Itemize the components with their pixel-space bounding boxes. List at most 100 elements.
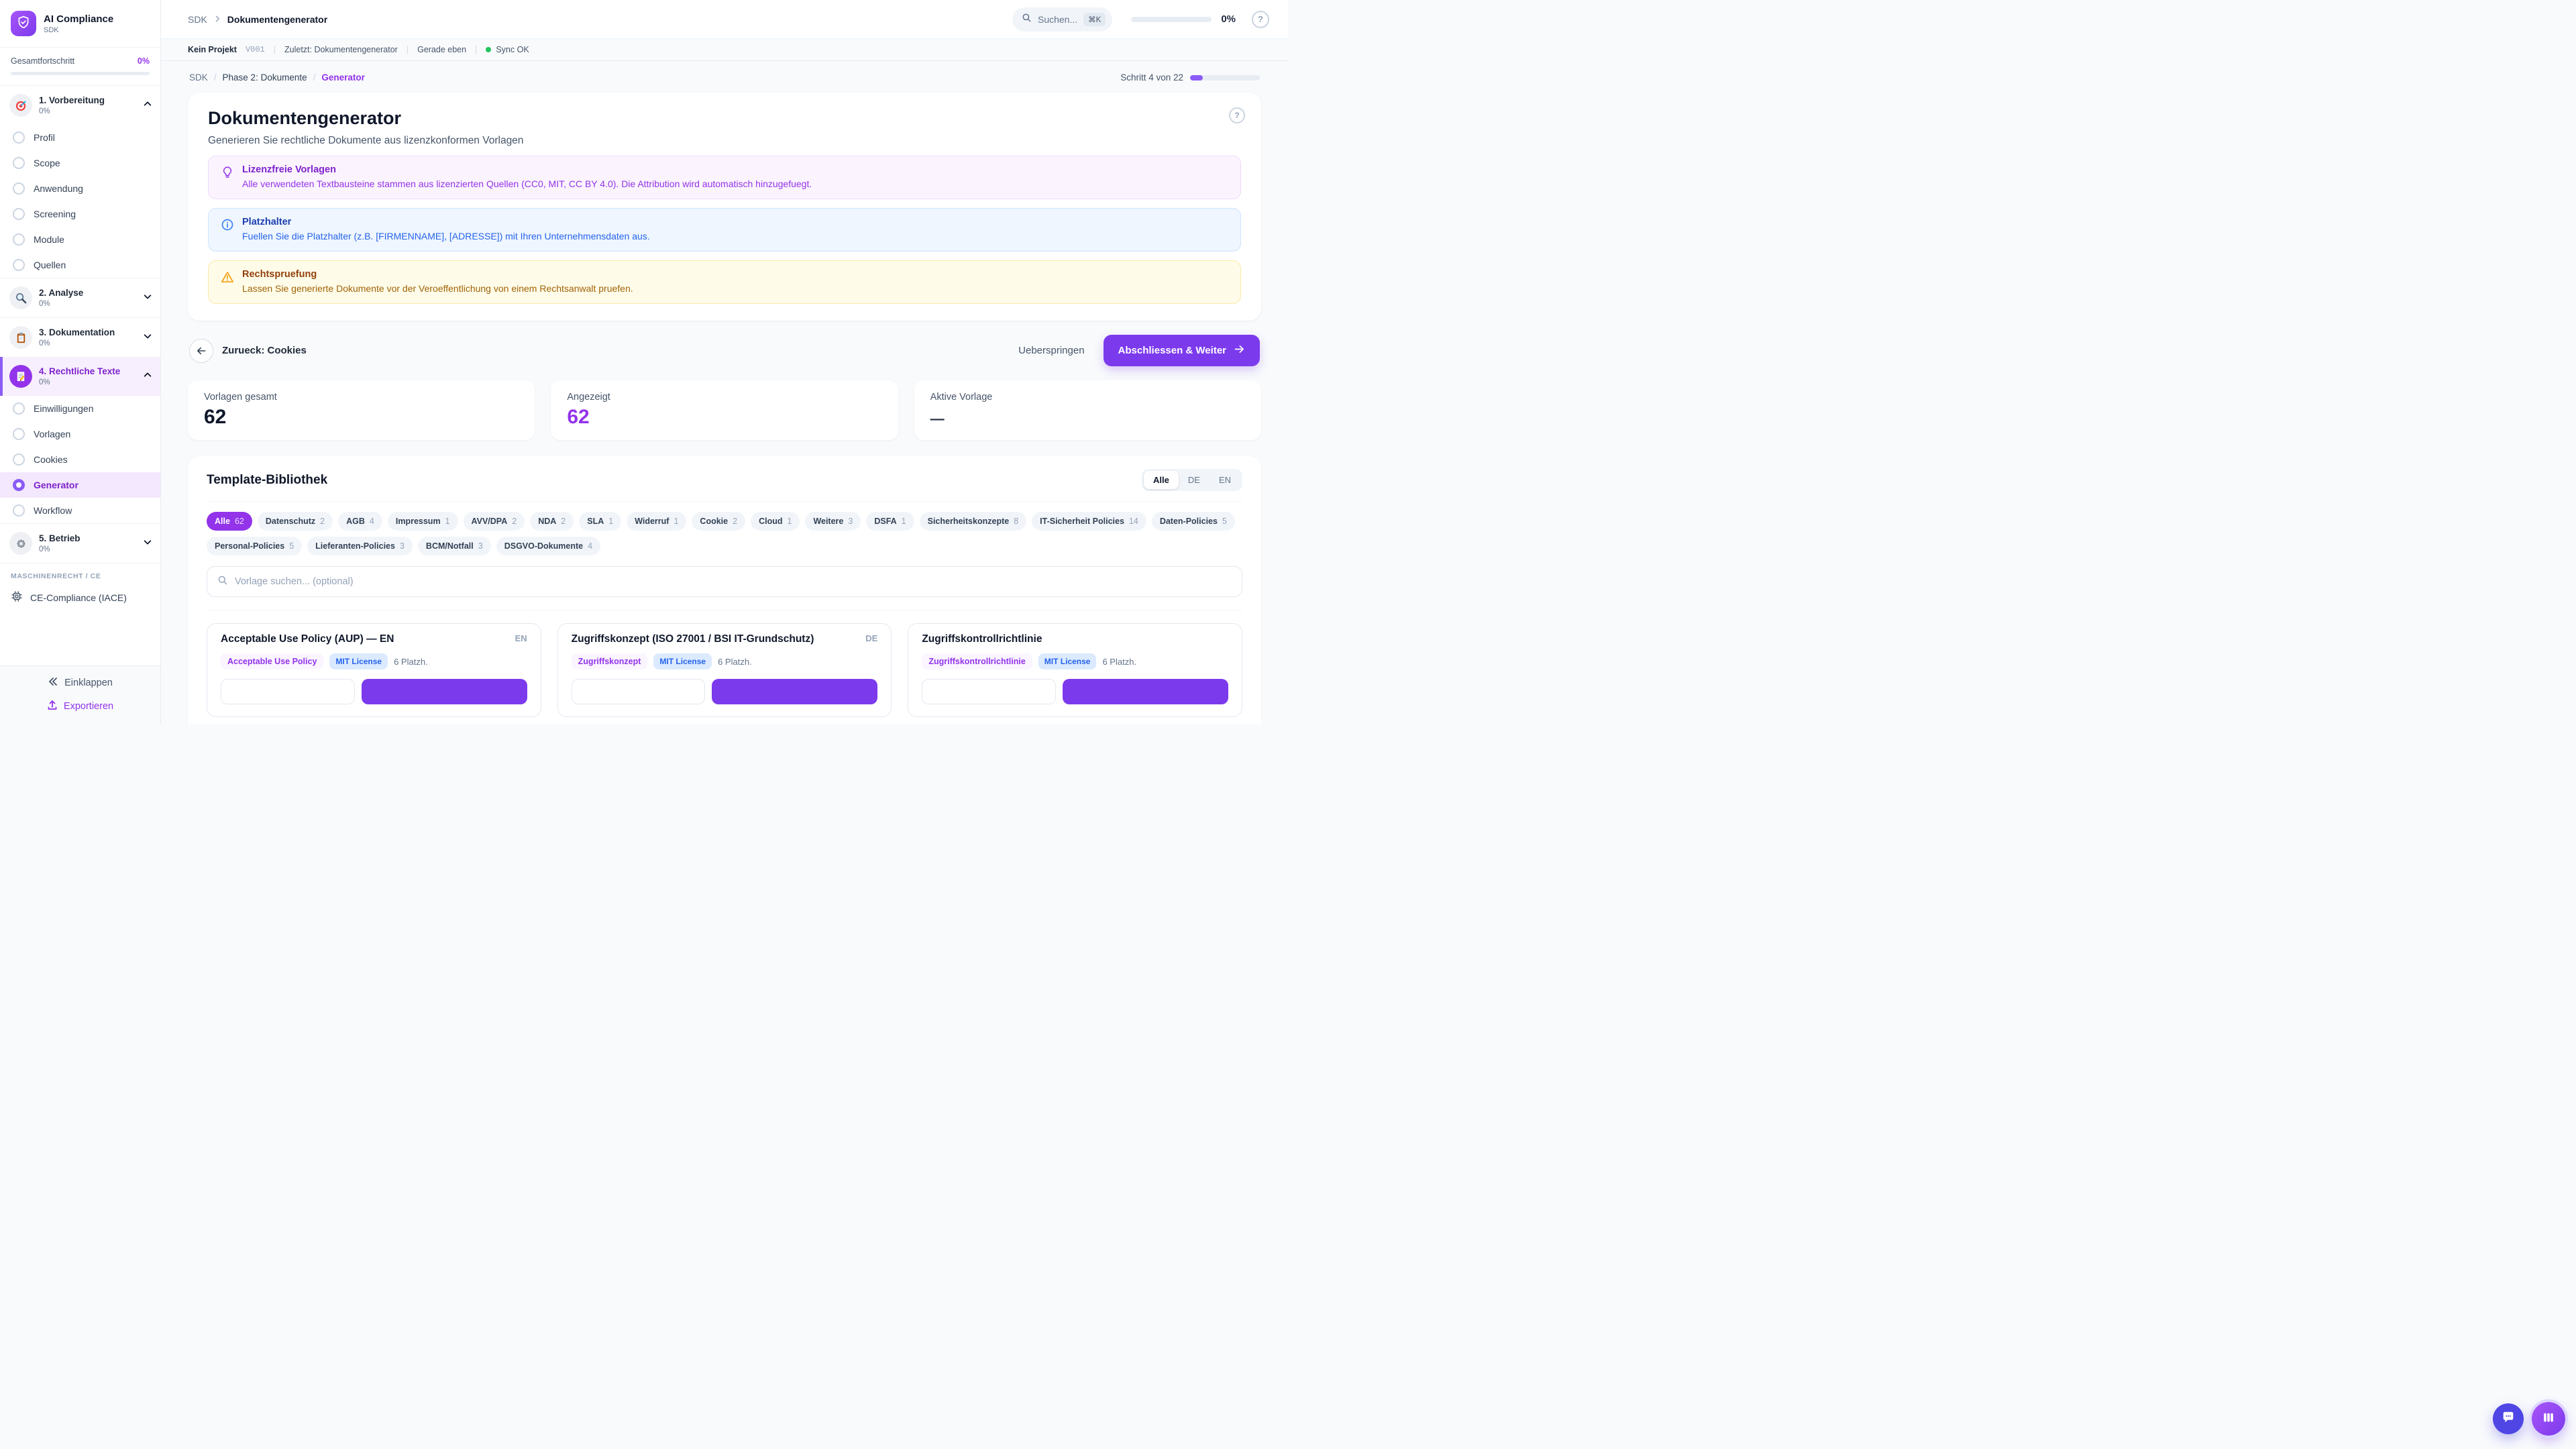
filter-chip-nda[interactable]: NDA 2 <box>530 512 574 531</box>
sidebar-item-workflow[interactable]: Workflow <box>0 498 160 523</box>
filter-chip-weitere[interactable]: Weitere 3 <box>805 512 861 531</box>
filter-chip-lieferanten-policies[interactable]: Lieferanten-Policies 3 <box>307 537 413 555</box>
sidebar-item-profil[interactable]: Profil <box>0 125 160 150</box>
filter-chip-it-sicherheit-policies[interactable]: IT-Sicherheit Policies 14 <box>1032 512 1146 531</box>
skip-button[interactable]: Ueberspringen <box>1018 345 1085 356</box>
page-header-card: Dokumentengenerator Generieren Sie recht… <box>188 93 1261 321</box>
template-use-button[interactable] <box>361 679 527 704</box>
sidebar-item-module[interactable]: Module <box>0 227 160 252</box>
overall-progress-value: 0% <box>137 56 150 66</box>
sidebar-section-analyse[interactable]: 2. Analyse 0% <box>0 278 160 317</box>
info-box-placeholder: Platzhalter Fuellen Sie die Platzhalter … <box>208 208 1241 252</box>
section-title: 5. Betrieb <box>39 533 80 543</box>
sidebar-item-anwendung[interactable]: Anwendung <box>0 176 160 201</box>
sidebar-item-scope[interactable]: Scope <box>0 150 160 176</box>
version-badge: V001 <box>245 45 265 54</box>
radio-icon <box>13 131 25 144</box>
section-pct: 0% <box>39 545 50 553</box>
template-use-button[interactable] <box>712 679 878 704</box>
app-identity: AI Compliance SDK <box>44 13 113 34</box>
template-title: Acceptable Use Policy (AUP) — EN <box>221 633 394 645</box>
divider <box>274 45 276 54</box>
chevron-down-icon <box>143 331 152 344</box>
finish-continue-button[interactable]: Abschliessen & Weiter <box>1103 335 1260 366</box>
sidebar-item-vorlagen[interactable]: Vorlagen <box>0 421 160 447</box>
filter-chip-personal-policies[interactable]: Personal-Policies 5 <box>207 537 303 555</box>
sidebar-item-ce-compliance[interactable]: CE-Compliance (IACE) <box>0 584 160 612</box>
sidebar-item-einwilligungen[interactable]: Einwilligungen <box>0 396 160 421</box>
filter-chip-sla[interactable]: SLA 1 <box>579 512 622 531</box>
filter-chip-impressum[interactable]: Impressum 1 <box>387 512 458 531</box>
panel-toggle-fab-button[interactable] <box>2532 1402 2565 1436</box>
breadcrumb-sdk[interactable]: SDK <box>189 72 208 83</box>
filter-chip-dsgvo-dokumente[interactable]: DSGVO-Dokumente 4 <box>496 537 601 555</box>
sidebar-item-cookies[interactable]: Cookies <box>0 447 160 472</box>
filter-chip-daten-policies[interactable]: Daten-Policies 5 <box>1151 512 1235 531</box>
filter-chip-alle[interactable]: Alle 62 <box>207 512 252 531</box>
help-button[interactable]: ? <box>1229 107 1245 123</box>
filter-chips-row-2: Personal-Policies 5 Lieferanten-Policies 3… <box>207 537 1242 555</box>
template-card-zugriffskontrollrichtlinie[interactable]: Zugriffskontrollrichtlinie Zugriffskontr… <box>908 623 1242 717</box>
filter-chip-cookie[interactable]: Cookie 2 <box>692 512 746 531</box>
back-button[interactable]: Zurueck: Cookies <box>189 338 307 363</box>
sidebar-item-quellen[interactable]: Quellen <box>0 252 160 278</box>
sidebar-section-betrieb[interactable]: 5. Betrieb 0% <box>0 524 160 563</box>
filter-chip-sicherheitskonzepte[interactable]: Sicherheitskonzepte 8 <box>919 512 1027 531</box>
library-title: Template-Bibliothek <box>207 472 328 487</box>
content-scroll-area[interactable]: SDK Phase 2: Dokumente Generator Schritt… <box>161 61 1288 724</box>
filter-chip-widerruf[interactable]: Widerruf 1 <box>627 512 687 531</box>
app-root: AI Compliance SDK Gesamtfortschritt 0% 1… <box>0 0 1288 724</box>
tab-de[interactable]: DE <box>1187 475 1200 485</box>
tab-alle[interactable]: Alle <box>1144 471 1179 489</box>
overall-progress-bar <box>11 72 150 75</box>
template-card-zugriffskonzept[interactable]: Zugriffskonzept (ISO 27001 / BSI IT-Grun… <box>557 623 892 717</box>
filter-chip-avv-dpa[interactable]: AVV/DPA 2 <box>463 512 525 531</box>
category-tag: Acceptable Use Policy <box>221 653 324 669</box>
filter-chip-dsfa[interactable]: DSFA 1 <box>866 512 914 531</box>
info-box-title: Platzhalter <box>242 217 292 227</box>
help-button[interactable]: ? <box>1252 10 1269 28</box>
tab-en[interactable]: EN <box>1218 475 1231 485</box>
divider <box>0 563 160 564</box>
template-card-aup[interactable]: Acceptable Use Policy (AUP) — EN EN Acce… <box>207 623 541 717</box>
template-preview-button[interactable] <box>922 679 1056 704</box>
breadcrumb-root[interactable]: SDK <box>188 13 207 25</box>
filter-chip-bcm-notfall[interactable]: BCM/Notfall 3 <box>417 537 491 555</box>
info-box-title: Rechtspruefung <box>242 269 317 280</box>
sidebar-item-generator[interactable]: Generator <box>0 472 160 498</box>
app-title: AI Compliance <box>44 13 114 25</box>
info-box-text: Fuellen Sie die Platzhalter (z.B. [FIRME… <box>242 231 650 241</box>
radio-icon <box>13 182 25 195</box>
sidebar-section-dokumentation[interactable]: 3. Dokumentation 0% <box>0 318 160 357</box>
global-search-button[interactable]: Suchen... ⌘K <box>1012 7 1113 32</box>
info-circle-icon <box>221 218 234 235</box>
app-logo <box>11 11 36 36</box>
sidebar-section-rechtliche-texte[interactable]: 4. Rechtliche Texte 0% <box>0 357 160 396</box>
sidebar-section-vorbereitung[interactable]: 1. Vorbereitung 0% <box>0 86 160 125</box>
filter-chip-agb[interactable]: AGB 4 <box>338 512 382 531</box>
topbar: SDK Dokumentengenerator Suchen... ⌘K 0% … <box>161 0 1288 39</box>
radio-icon <box>13 233 25 246</box>
template-search-input[interactable] <box>235 576 1232 587</box>
export-button[interactable]: Exportieren <box>0 700 160 713</box>
chevron-down-icon <box>143 537 152 550</box>
chat-fab-button[interactable] <box>2493 1403 2524 1434</box>
divider <box>208 72 223 83</box>
stat-card-active-template: Aktive Vorlage — <box>914 380 1261 440</box>
sidebar-item-screening[interactable]: Screening <box>0 201 160 227</box>
collapse-sidebar-button[interactable]: Einklappen <box>0 676 160 690</box>
template-title: Zugriffskonzept (ISO 27001 / BSI IT-Grun… <box>571 633 814 645</box>
filter-chip-cloud[interactable]: Cloud 1 <box>751 512 800 531</box>
placeholder-count: 6 Platzh. <box>394 656 428 667</box>
section-title: 4. Rechtliche Texte <box>39 366 121 376</box>
template-preview-button[interactable] <box>571 679 706 704</box>
breadcrumb-phase[interactable]: Phase 2: Dokumente <box>222 72 307 83</box>
divider <box>0 317 160 318</box>
template-use-button[interactable] <box>1062 679 1228 704</box>
category-tag: Zugriffskontrollrichtlinie <box>922 653 1032 669</box>
template-preview-button[interactable] <box>221 679 355 704</box>
filter-chip-datenschutz[interactable]: Datenschutz 2 <box>257 512 333 531</box>
sidebar-group-label: MASCHINENRECHT / CE <box>11 572 101 580</box>
divider <box>307 72 322 83</box>
category-tag: Zugriffskonzept <box>571 653 648 669</box>
